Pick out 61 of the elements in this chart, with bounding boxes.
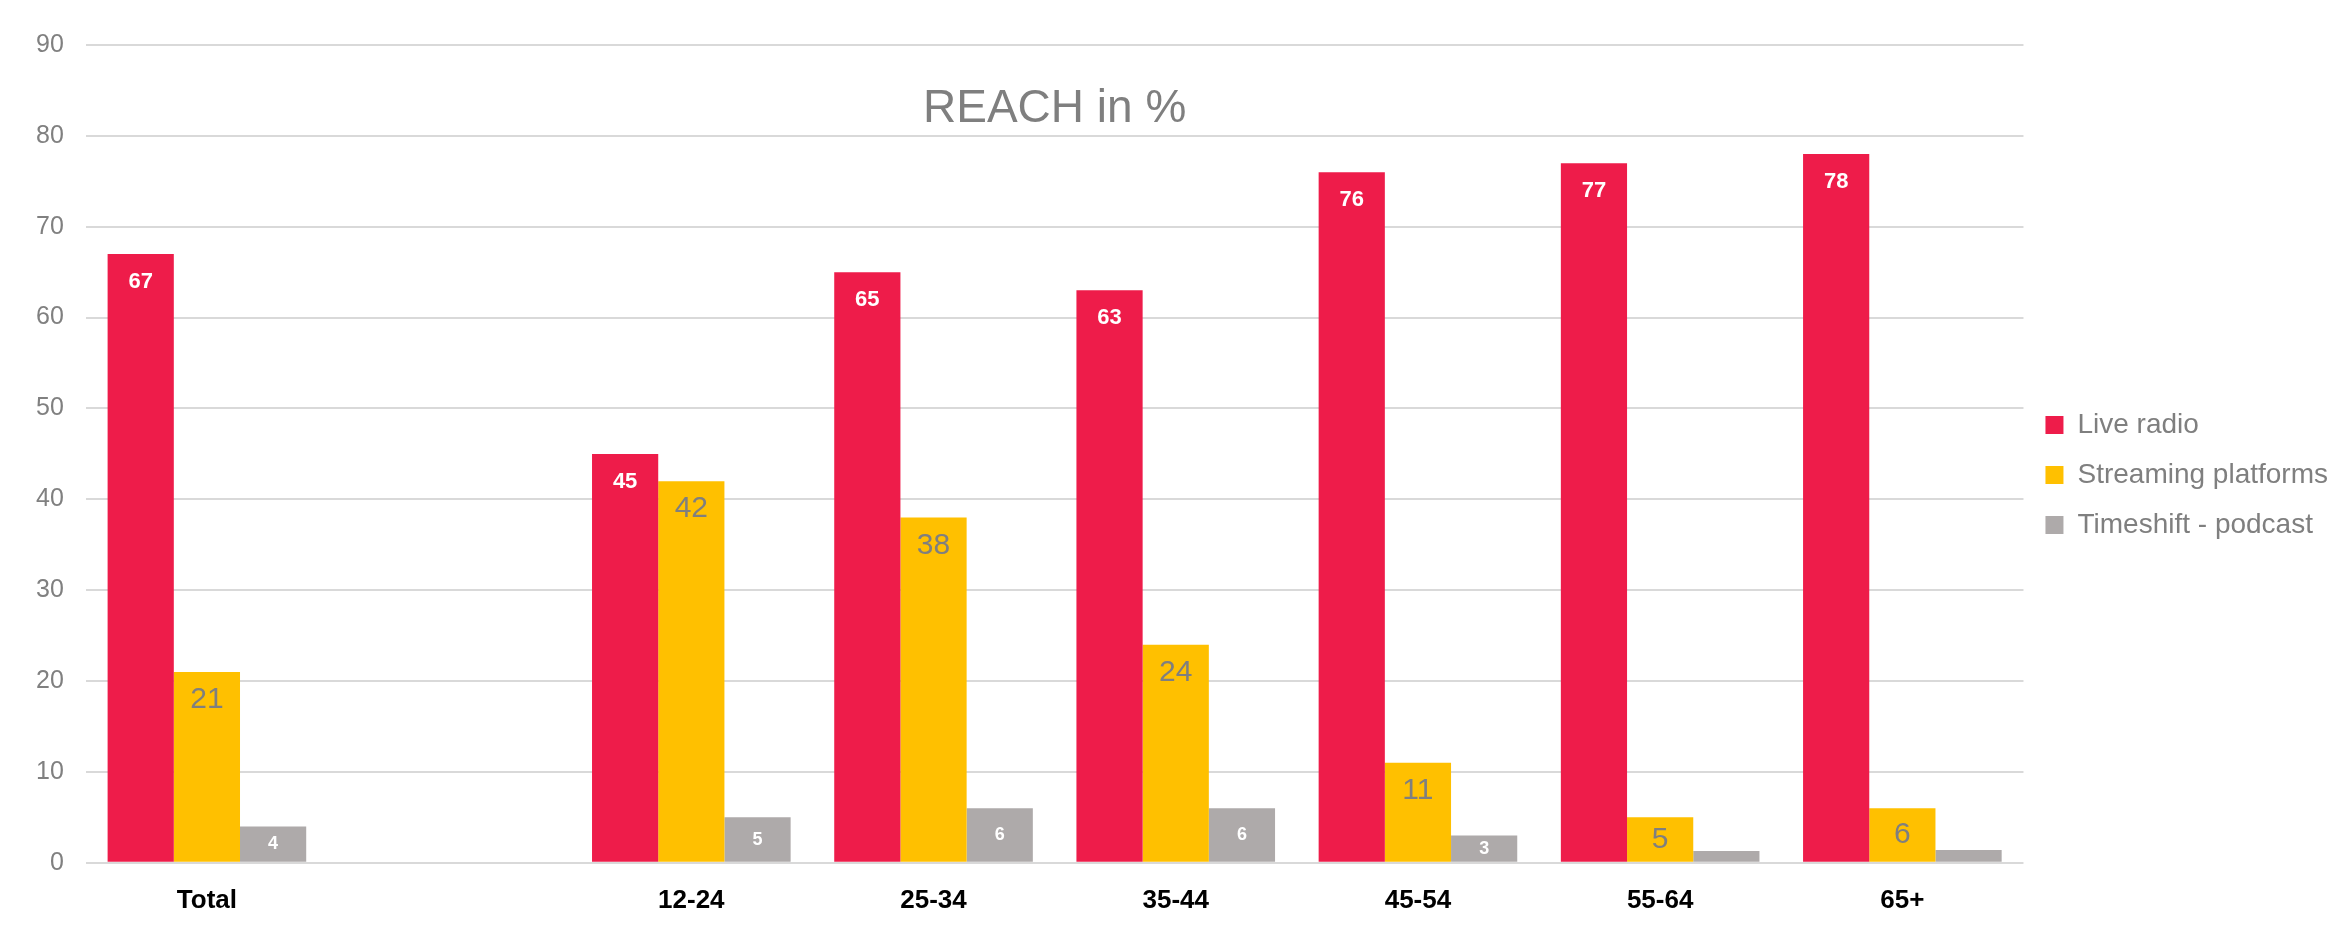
y-tick-label: 20 [36, 664, 64, 693]
x-tick-label: 65+ [1880, 883, 1925, 914]
x-tick-label: 45-54 [1384, 883, 1452, 914]
data-label: 45 [612, 467, 638, 493]
bar [1627, 817, 1694, 862]
bar [1384, 762, 1452, 862]
x-tick-label: 35-44 [1142, 883, 1210, 914]
bar [1451, 835, 1518, 862]
bar [1560, 163, 1628, 862]
bar [1076, 290, 1143, 862]
bar [1318, 172, 1385, 862]
data-label: 76 [1339, 186, 1364, 212]
bar [1803, 154, 1870, 862]
y-tick-label: 60 [36, 301, 64, 330]
data-label: 5 [1651, 820, 1669, 854]
bar [1935, 850, 2002, 862]
data-label: 77 [1581, 177, 1607, 203]
bar [1869, 808, 1936, 862]
data-label: 3 [1479, 837, 1490, 858]
data-label: 78 [1823, 168, 1849, 194]
y-tick-label: 40 [36, 483, 64, 512]
bar [592, 453, 659, 862]
data-label: 11 [1402, 772, 1434, 806]
data-label: 67 [128, 268, 153, 294]
legend-label: Timeshift - podcast [2077, 507, 2314, 539]
data-label: 65 [855, 286, 880, 312]
bar [1693, 850, 1760, 862]
bar [900, 517, 967, 862]
y-tick-label: 50 [36, 392, 64, 421]
legend-label: Live radio [2077, 407, 2199, 439]
data-label: 4 [268, 833, 279, 854]
bar [173, 671, 241, 862]
y-tick-label: 90 [36, 28, 64, 57]
data-label: 21 [190, 681, 224, 715]
x-tick-label: 12-24 [658, 883, 726, 914]
y-tick-label: 10 [36, 755, 64, 784]
data-label: 6 [1894, 816, 1911, 850]
bar [834, 272, 901, 862]
x-tick-label: 25-34 [900, 883, 968, 914]
bar [658, 481, 725, 862]
y-tick-label: 80 [36, 119, 64, 148]
bar [1142, 644, 1209, 862]
bar [240, 826, 307, 862]
bar [107, 253, 174, 862]
y-tick-label: 0 [49, 846, 64, 875]
bar [724, 817, 791, 862]
x-tick-label: 55-64 [1626, 883, 1694, 914]
bar [966, 808, 1033, 862]
legend-label: Streaming platforms [2077, 457, 2329, 489]
data-label: 6 [1236, 824, 1247, 845]
data-label: 42 [674, 490, 709, 524]
bar [1208, 808, 1276, 862]
y-tick-label: 30 [36, 574, 64, 603]
data-label: 24 [1159, 653, 1193, 687]
data-label: 5 [752, 828, 763, 849]
data-label: 6 [994, 824, 1005, 845]
x-tick-label: Total [176, 883, 237, 914]
text: REACH in % [922, 79, 1187, 132]
data-label: 63 [1097, 304, 1122, 330]
data-label: 38 [916, 526, 951, 560]
y-tick-label: 70 [36, 210, 64, 239]
